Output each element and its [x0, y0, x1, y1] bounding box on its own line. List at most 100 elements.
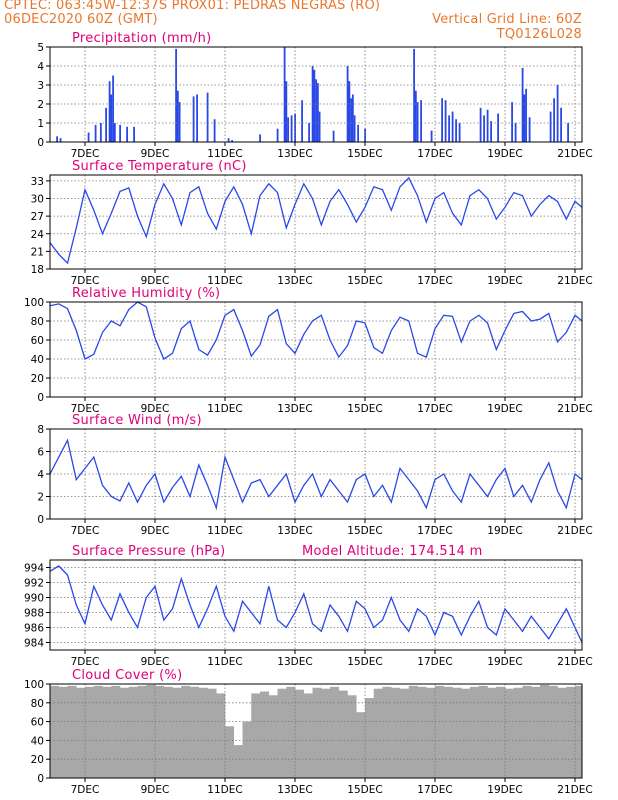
cloud-xtick-label: 19DEC: [487, 784, 522, 796]
precip-bar: [227, 138, 230, 142]
pressure-xtick-label: 21DEC: [557, 656, 592, 668]
cloud-column: [408, 685, 418, 778]
precip-bar: [206, 92, 209, 142]
precip-bar: [301, 100, 303, 142]
pressure-annotation: Model Altitude: 174.514 m: [302, 544, 483, 559]
cloud-column: [373, 688, 383, 778]
temperature-xtick-label: 17DEC: [417, 275, 452, 287]
precip-bar: [259, 134, 261, 142]
precip-bar: [560, 107, 562, 142]
precip-bar: [283, 47, 286, 142]
wind-ytick-label: 8: [37, 424, 44, 436]
precip-bar: [414, 90, 417, 142]
cloud-column: [400, 688, 410, 778]
precip-bar: [451, 111, 454, 142]
cloud-column: [260, 691, 270, 778]
precip-bar: [176, 90, 179, 142]
precip-bar: [87, 132, 90, 142]
wind-ytick-label: 4: [37, 469, 44, 481]
precip-bar: [56, 136, 58, 142]
humidity-ytick-label: 100: [24, 297, 44, 309]
precip-bar: [285, 81, 288, 142]
cloud-column: [198, 687, 208, 778]
cloud-column: [312, 687, 322, 778]
pressure-title: Surface Pressure (hPa): [72, 544, 226, 559]
header-date-line: 06DEC2020 60Z (GMT): [4, 12, 158, 27]
pressure-series-line: [49, 565, 583, 643]
temperature-xtick-label: 9DEC: [141, 275, 170, 287]
wind-ytick-label: 2: [37, 492, 44, 504]
precip-bar: [59, 138, 62, 142]
temperature-xtick-label: 13DEC: [277, 275, 312, 287]
precip-bar: [528, 117, 531, 142]
precip-bar: [458, 123, 461, 142]
precip-bar: [455, 119, 457, 142]
precip-bar: [313, 69, 316, 142]
precip-bar: [511, 102, 513, 142]
pressure-xtick-label: 7DEC: [71, 656, 100, 668]
wind-ytick-label: 0: [37, 514, 44, 526]
precip-bar: [444, 100, 447, 142]
cloud-column: [76, 687, 86, 778]
humidity-xtick-label: 17DEC: [417, 403, 452, 415]
precip-xtick-label: 15DEC: [347, 148, 382, 160]
precip-bar: [108, 81, 111, 142]
cloud-column: [478, 685, 488, 778]
cloud-column: [426, 687, 436, 778]
precip-bar: [318, 111, 321, 142]
precip-bar: [523, 94, 526, 142]
temperature-ytick-label: 33: [31, 176, 44, 188]
precip-bar: [357, 124, 359, 142]
cloud-column: [566, 686, 576, 778]
temperature-title: Surface Temperature (nC): [72, 159, 247, 174]
humidity-xtick-label: 9DEC: [141, 403, 170, 415]
pressure-ytick-label: 988: [24, 608, 44, 620]
precip-bar: [521, 67, 524, 142]
cloud-frame: [49, 683, 583, 779]
precip-bar: [430, 130, 433, 142]
temperature-ytick-label: 30: [31, 194, 44, 206]
pressure-frame: [49, 559, 583, 651]
wind-xtick-label: 17DEC: [417, 525, 452, 537]
pressure-ytick-label: 984: [24, 638, 44, 650]
precip-bar: [497, 113, 499, 142]
cloud-column: [268, 695, 278, 778]
humidity-xtick-label: 21DEC: [557, 403, 592, 415]
precip-bar: [287, 117, 289, 142]
cloud-column: [338, 690, 348, 778]
precip-xtick-label: 9DEC: [141, 148, 170, 160]
cloud-column: [382, 686, 392, 778]
cloud-column: [85, 686, 95, 778]
cloud-column: [548, 685, 558, 778]
precip-bar: [479, 107, 482, 142]
cloud-column: [277, 688, 287, 778]
cloud-column: [435, 685, 445, 778]
temperature-ytick-label: 24: [31, 229, 45, 241]
cloud-column: [146, 684, 156, 778]
cloud-column: [452, 687, 462, 778]
precip-bar: [514, 123, 517, 142]
precip-bar: [348, 81, 351, 142]
wind-title: Surface Wind (m/s): [72, 413, 202, 428]
cloud-ytick-label: 100: [24, 679, 44, 691]
cloud-column: [505, 688, 515, 778]
temperature-ytick-label: 27: [31, 211, 44, 223]
temperature-xtick-label: 19DEC: [487, 275, 522, 287]
cloud-xtick-label: 11DEC: [207, 784, 242, 796]
precip-bar: [192, 96, 195, 142]
humidity-title: Relative Humidity (%): [72, 286, 220, 301]
precip-bar: [99, 123, 102, 142]
precip-bar: [110, 94, 113, 142]
humidity-ytick-label: 20: [31, 373, 44, 385]
precip-xtick-label: 7DEC: [71, 148, 100, 160]
cloud-column: [470, 686, 480, 778]
precip-bar: [420, 100, 422, 142]
cloud-column: [522, 685, 532, 778]
panel-precip: Precipitation (mm/h) 0 1 2 3 4 5 7DEC 9DEC 11DEC 1…: [37, 31, 592, 160]
temperature-xtick-label: 11DEC: [207, 275, 242, 287]
precip-bar: [112, 75, 114, 142]
cloud-xtick-label: 9DEC: [141, 784, 170, 796]
cloud-column: [295, 689, 305, 778]
precip-bar: [308, 123, 310, 142]
